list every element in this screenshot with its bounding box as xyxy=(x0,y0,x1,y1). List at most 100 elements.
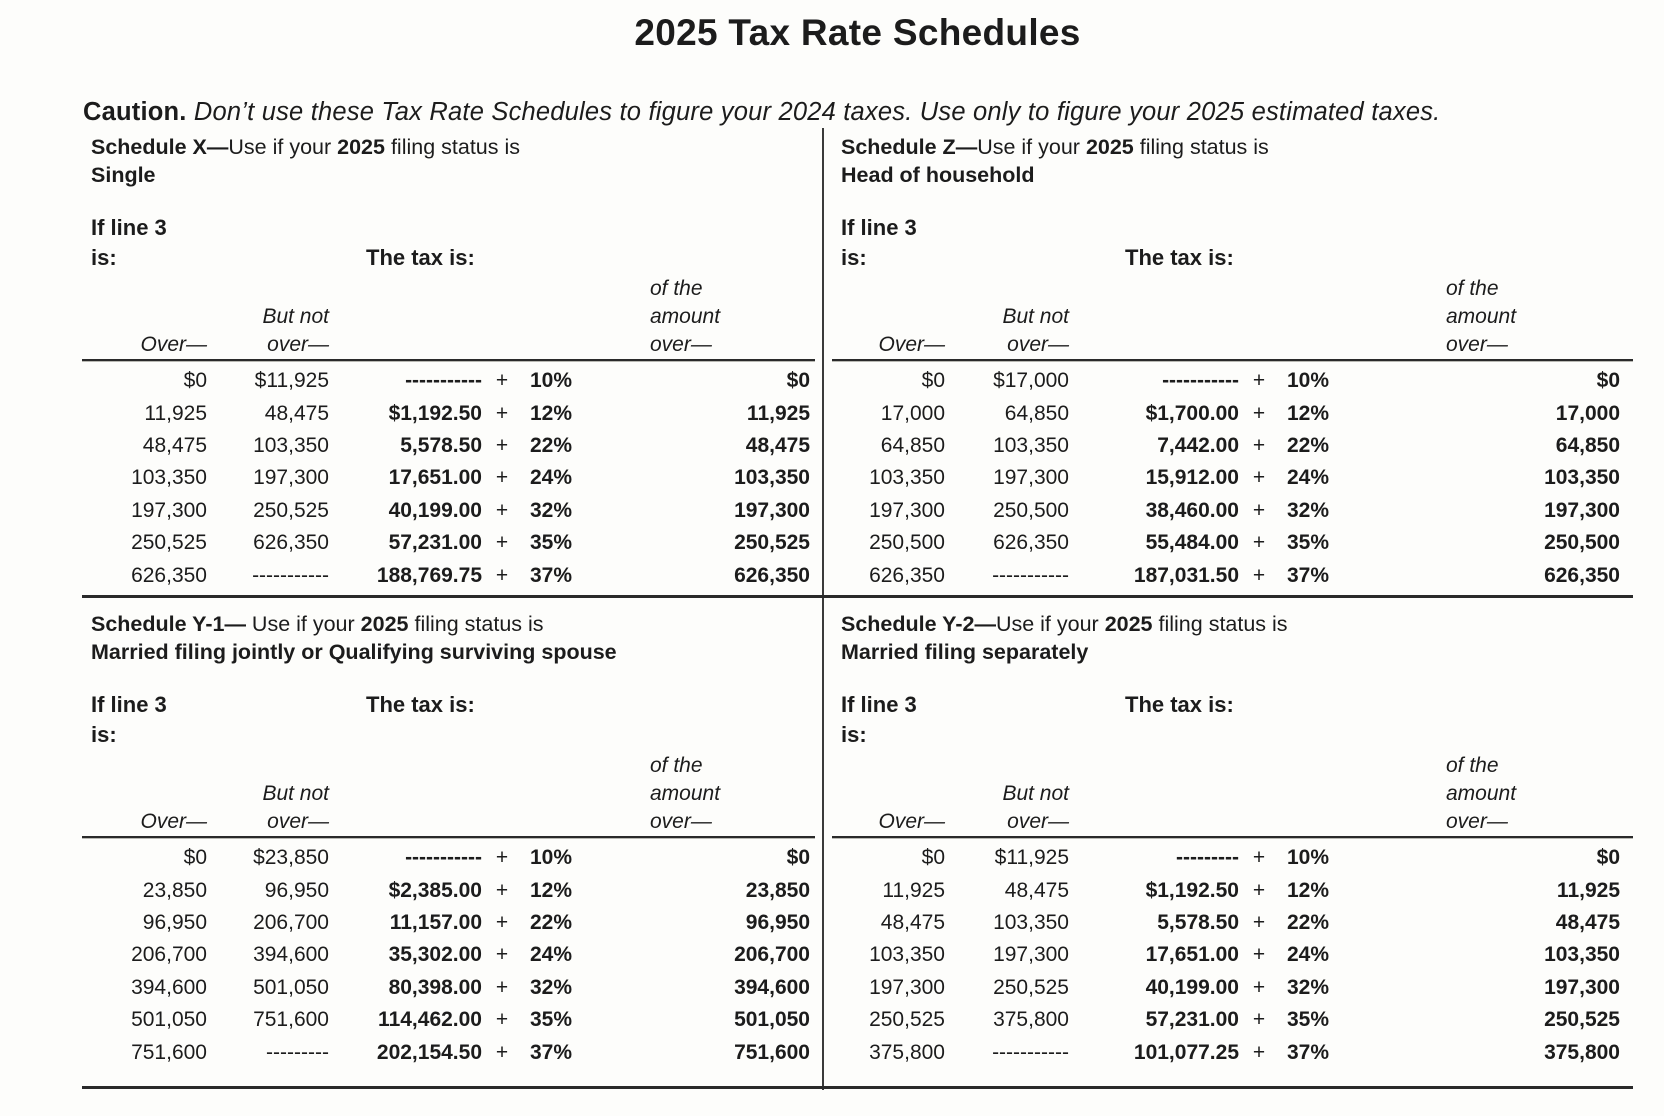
but-not-over-amount: 96,950 xyxy=(264,878,329,902)
of-amount-over-value: 17,000 xyxy=(1555,401,1620,425)
over-amount: 250,525 xyxy=(869,1008,945,1032)
over-amount: $0 xyxy=(183,846,207,870)
but-not-line: But not xyxy=(1002,305,1069,328)
schedule-z-panel: Schedule Z—Use if your 2025 filing statu… xyxy=(832,128,1633,592)
bracket-row: 23,850 96,950 $2,385.00 + 12% 23,850 xyxy=(82,874,815,906)
header-rule xyxy=(82,836,815,839)
but-not-over-amount: 626,350 xyxy=(253,531,329,555)
but-not-over-amount: 197,300 xyxy=(253,466,329,490)
heading-text: Use if your xyxy=(228,135,338,159)
heading-year: 2025 xyxy=(1085,135,1134,159)
tax-rate: 12% xyxy=(1287,878,1330,902)
base-tax-amount: 57,231.00 xyxy=(388,531,482,555)
tax-rate: 35% xyxy=(1287,1008,1330,1032)
schedule-heading-line: Schedule Y-2—Use if your 2025 filing sta… xyxy=(841,610,1633,638)
plus-sign: + xyxy=(495,498,509,522)
over-amount: $0 xyxy=(183,369,207,393)
bracket-row: 64,850 103,350 7,442.00 + 22% 64,850 xyxy=(832,430,1633,462)
but-not-over-amount: 206,700 xyxy=(253,910,329,934)
plus-sign: + xyxy=(1252,943,1266,967)
but-not-over-amount: 751,600 xyxy=(253,1008,329,1032)
heading-year: 2025 xyxy=(360,612,409,636)
but-not-over-amount: 48,475 xyxy=(264,401,329,425)
over-amount: 197,300 xyxy=(869,975,945,999)
schedule-y2-heading: Schedule Y-2—Use if your 2025 filing sta… xyxy=(832,610,1633,666)
base-tax-amount: $1,192.50 xyxy=(388,401,482,425)
tax-rate: 12% xyxy=(530,878,573,902)
bottom-rule xyxy=(82,1086,1633,1089)
is-label: is: xyxy=(841,245,867,270)
but-not-over-amount: 64,850 xyxy=(1004,401,1069,425)
base-tax-amount: 17,651.00 xyxy=(1145,943,1239,967)
of-amount-over-value: 501,050 xyxy=(734,1008,810,1032)
base-tax-amount: $2,385.00 xyxy=(388,878,482,902)
amount-line: amount xyxy=(1446,782,1517,805)
bracket-row: 250,525 375,800 57,231.00 + 35% 250,525 xyxy=(832,1004,1633,1036)
over-amount: 23,850 xyxy=(142,878,207,902)
but-not-over-amount: $11,925 xyxy=(254,369,329,393)
base-tax-amount: 11,157.00 xyxy=(389,910,482,934)
bracket-row: 250,500 626,350 55,484.00 + 35% 250,500 xyxy=(832,527,1633,559)
bracket-row: 11,925 48,475 $1,192.50 + 12% 11,925 xyxy=(82,397,815,429)
middle-separator-rule xyxy=(82,595,1633,598)
plus-sign: + xyxy=(495,878,509,902)
of-amount-over-value: $0 xyxy=(786,369,810,393)
caution-label: Caution. xyxy=(83,97,187,126)
bracket-row: $0 $17,000 ----------- + 10% $0 xyxy=(832,365,1633,397)
is-label: is: xyxy=(91,722,117,747)
base-tax-amount: 101,077.25 xyxy=(1133,1040,1239,1064)
but-not-over-amount: ----------- xyxy=(252,563,329,587)
plus-sign: + xyxy=(495,1008,509,1032)
but-not-over-amount: 375,800 xyxy=(993,1008,1069,1032)
bracket-row: 501,050 751,600 114,462.00 + 35% 501,050 xyxy=(82,1004,815,1036)
bracket-row: 250,525 626,350 57,231.00 + 35% 250,525 xyxy=(82,527,815,559)
tax-rate: 37% xyxy=(530,563,573,587)
of-amount-over-value: 197,300 xyxy=(1544,975,1620,999)
tax-rate: 22% xyxy=(1287,910,1330,934)
bracket-row: 48,475 103,350 5,578.50 + 22% 48,475 xyxy=(832,907,1633,939)
base-tax-amount: ----------- xyxy=(1162,369,1239,393)
of-the-line: of the xyxy=(1446,277,1499,300)
header-rule xyxy=(832,836,1633,839)
over-amount: 751,600 xyxy=(131,1040,207,1064)
tax-rate: 24% xyxy=(530,943,573,967)
over-header: Over— xyxy=(140,333,207,356)
of-amount-over-value: 206,700 xyxy=(734,943,810,967)
tax-rate: 12% xyxy=(1287,401,1330,425)
column-intro-row: If line 3 is: The tax is: xyxy=(832,213,1633,273)
heading-text: Use if your xyxy=(251,612,361,636)
of-amount-over-value: 103,350 xyxy=(1544,466,1620,490)
of-amount-over-value: 103,350 xyxy=(734,466,810,490)
plus-sign: + xyxy=(495,975,509,999)
of-amount-over-header: of the amount over— xyxy=(1446,275,1516,359)
but-not-over-amount: 501,050 xyxy=(253,975,329,999)
heading-tail: filing status is xyxy=(384,135,521,159)
of-amount-over-header: of the amount over— xyxy=(650,752,720,836)
column-headers: Over— But not over— of the amount over— xyxy=(82,750,815,836)
of-amount-over-value: 23,850 xyxy=(745,878,810,902)
over-amount: 48,475 xyxy=(880,910,945,934)
schedule-heading-line: Schedule Z—Use if your 2025 filing statu… xyxy=(841,133,1633,161)
plus-sign: + xyxy=(495,401,509,425)
tax-rate: 12% xyxy=(530,401,573,425)
of-amount-over-header: of the amount over— xyxy=(650,275,720,359)
but-not-over-amount: 394,600 xyxy=(253,943,329,967)
heading-tail: filing status is xyxy=(1152,612,1288,636)
bracket-row: $0 $11,925 ----------- + 10% $0 xyxy=(82,365,815,397)
plus-sign: + xyxy=(495,466,509,490)
over-amount: 501,050 xyxy=(131,1008,207,1032)
bracket-row: 626,350 ----------- 187,031.50 + 37% 626… xyxy=(832,559,1633,591)
base-tax-amount: 38,460.00 xyxy=(1145,498,1239,522)
plus-sign: + xyxy=(495,563,509,587)
heading-tail: filing status is xyxy=(1133,135,1269,159)
tax-rate: 22% xyxy=(1287,433,1330,457)
plus-sign: + xyxy=(1252,1008,1266,1032)
of-amount-over-value: 626,350 xyxy=(1544,563,1620,587)
but-not-over-amount: 626,350 xyxy=(993,531,1069,555)
but-not-over-amount: 197,300 xyxy=(993,466,1069,490)
base-tax-amount: 5,578.50 xyxy=(400,433,482,457)
over-line: over— xyxy=(1446,333,1508,356)
plus-sign: + xyxy=(495,1040,509,1064)
over-amount: $0 xyxy=(921,369,945,393)
of-amount-over-value: 103,350 xyxy=(1544,943,1620,967)
